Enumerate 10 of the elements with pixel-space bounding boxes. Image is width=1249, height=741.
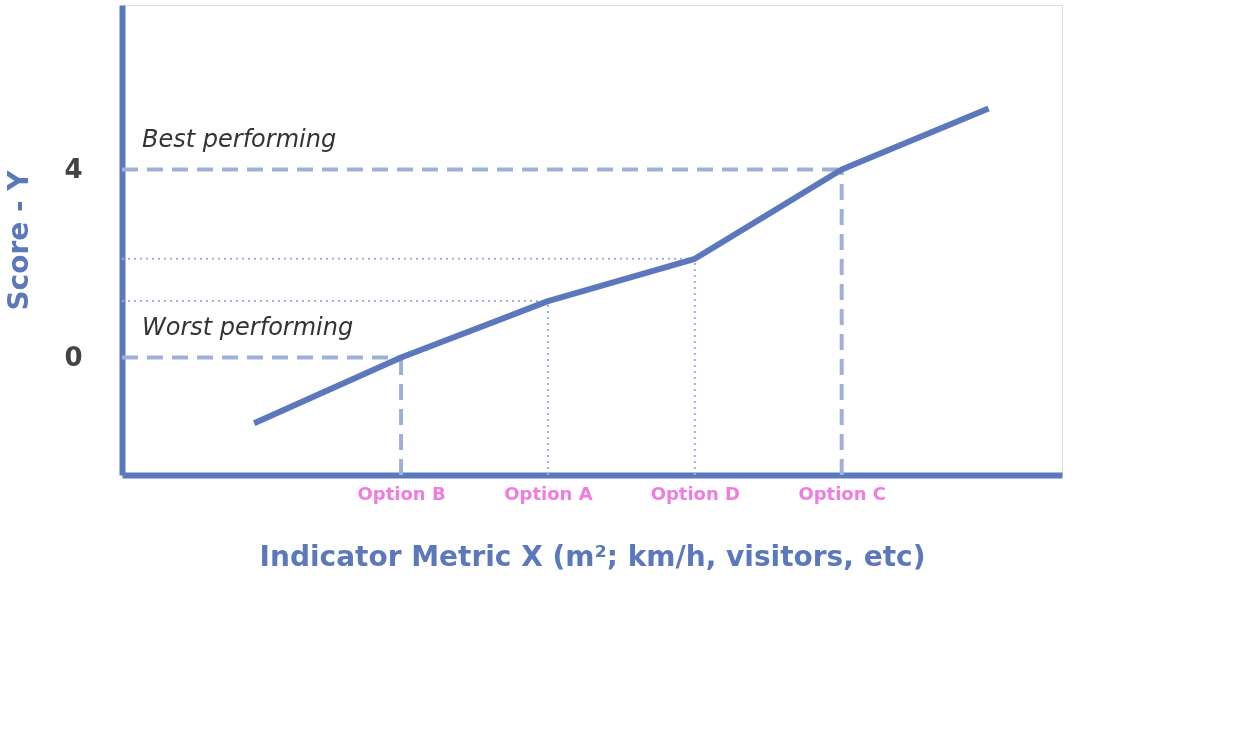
- y-tick-label: 4: [64, 154, 83, 184]
- y-tick-label: 0: [64, 342, 83, 372]
- x-tick-label: Option C: [798, 482, 886, 504]
- x-tick-label: Option B: [357, 482, 446, 504]
- ref-line-label: Worst performing: [142, 312, 354, 341]
- x-axis-title: Indicator Metric X (m²; km/h, visitors, etc): [259, 539, 926, 573]
- x-tick-label: Option D: [650, 482, 740, 504]
- ref-line-label: Best performing: [142, 124, 337, 153]
- x-tick-label: Option A: [504, 482, 593, 504]
- y-axis-title: Score - Y: [2, 169, 36, 311]
